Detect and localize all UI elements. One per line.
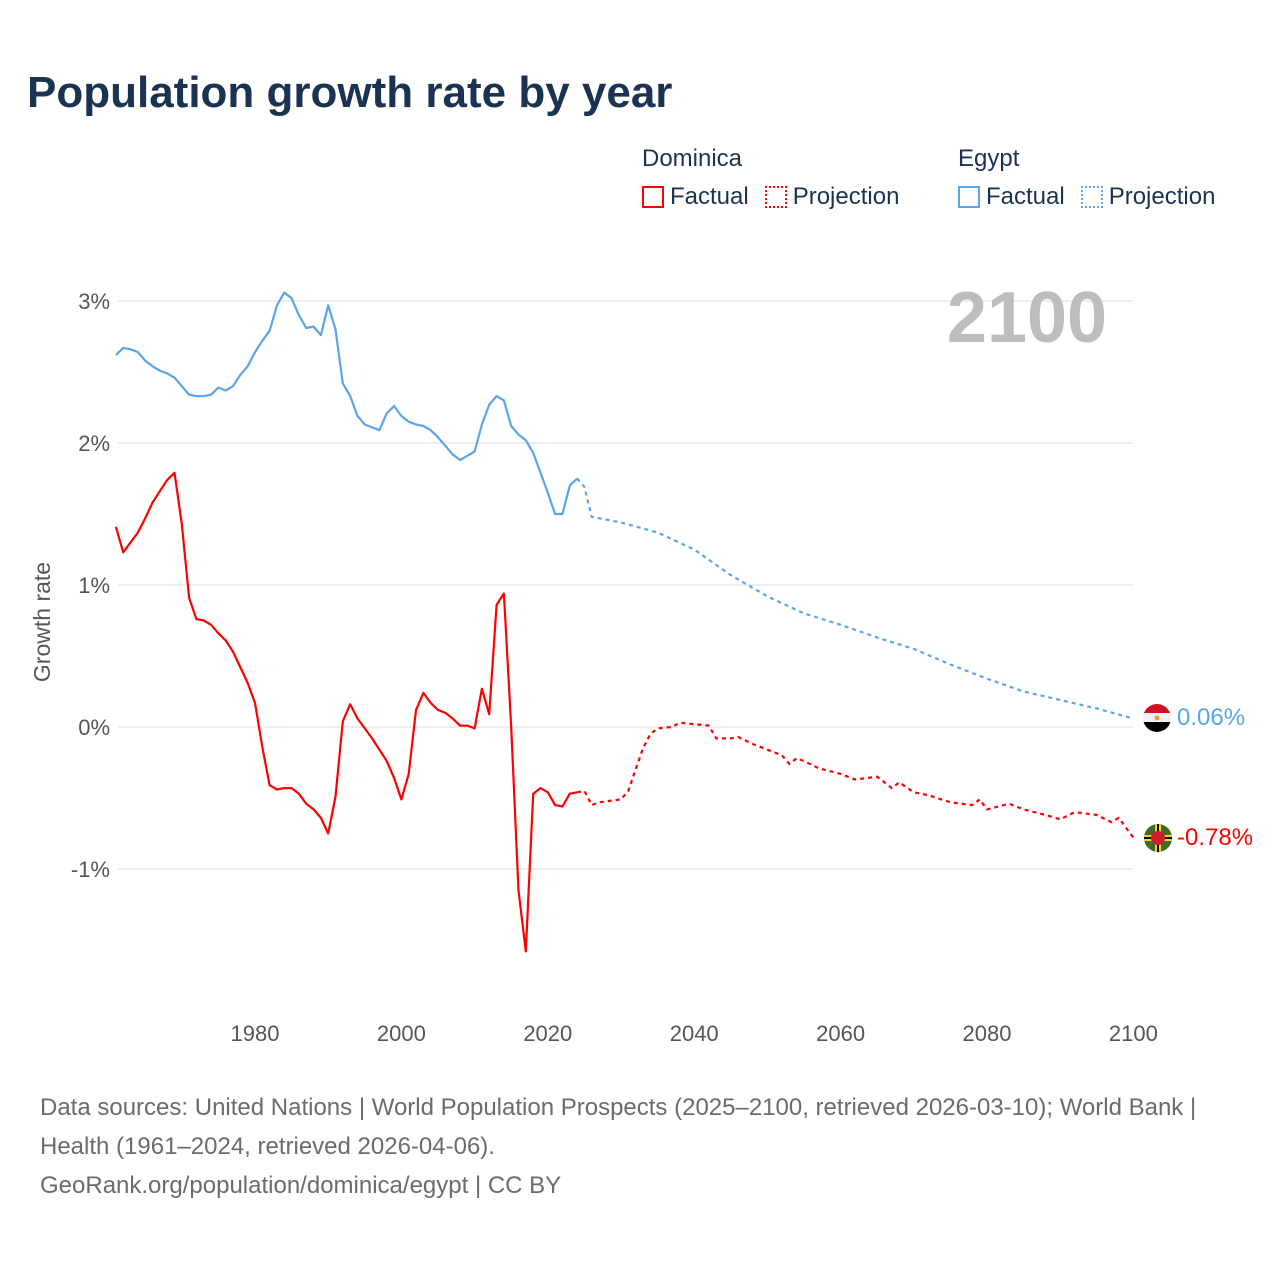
legend-country-name: Dominica [642, 145, 743, 172]
y-tick-label: 3% [78, 289, 110, 314]
x-tick-label: 2060 [816, 1021, 865, 1046]
dominica-end-label: -0.78% [1177, 824, 1253, 851]
legend-label: Factual [986, 183, 1065, 210]
y-tick-label: -1% [71, 857, 110, 882]
legend-label: Projection [792, 183, 900, 210]
egypt-factual-line [115, 291, 578, 516]
footer: Data sources: United Nations | World Pop… [40, 1088, 1240, 1205]
legend-group-egypt: Egypt Factual Projection [958, 145, 1215, 211]
x-tick-label: 1980 [231, 1021, 280, 1046]
legend-item-dominica-factual[interactable]: Factual [642, 183, 749, 211]
y-tick-label: 0% [78, 715, 110, 740]
dominica-projection-line [576, 721, 1135, 839]
legend-label: Factual [670, 183, 749, 210]
chart-title: Population growth rate by year [27, 68, 673, 117]
y-tick-label: 2% [78, 431, 110, 456]
legend-country-name: Egypt [958, 145, 1020, 172]
x-tick-label: 2040 [670, 1021, 719, 1046]
dominica-flag-icon [1144, 824, 1172, 852]
legend-item-egypt-factual[interactable]: Factual [958, 183, 1065, 211]
y-axis-label: Growth rate [29, 562, 55, 682]
legend-item-egypt-projection[interactable]: Projection [1080, 183, 1216, 211]
legend-group-dominica: Dominica Factual Projection [642, 145, 899, 211]
legend-swatch-solid [642, 186, 664, 208]
egypt-projection-line [576, 477, 1134, 720]
dominica-factual-line [114, 471, 578, 953]
credit-link[interactable]: GeoRank.org/population/dominica/egypt | … [40, 1172, 562, 1199]
current-year-label: 2100 [947, 278, 1107, 358]
legend-swatch-dotted [1080, 186, 1103, 208]
x-tick-label: 2020 [523, 1021, 572, 1046]
egypt-end-label: 0.06% [1177, 704, 1245, 731]
data-sources-text: Data sources: United Nations | World Pop… [40, 1094, 1197, 1160]
x-tick-label: 2080 [963, 1021, 1012, 1046]
y-tick-label: 1% [78, 573, 110, 598]
legend-label: Projection [1108, 183, 1216, 210]
x-tick-label: 2000 [377, 1021, 426, 1046]
x-tick-label: 2100 [1109, 1021, 1158, 1046]
legend-item-dominica-projection[interactable]: Projection [764, 183, 900, 211]
egypt-flag-icon [1143, 704, 1171, 732]
legend-swatch-solid [958, 186, 980, 208]
legend-swatch-dotted [764, 186, 787, 208]
